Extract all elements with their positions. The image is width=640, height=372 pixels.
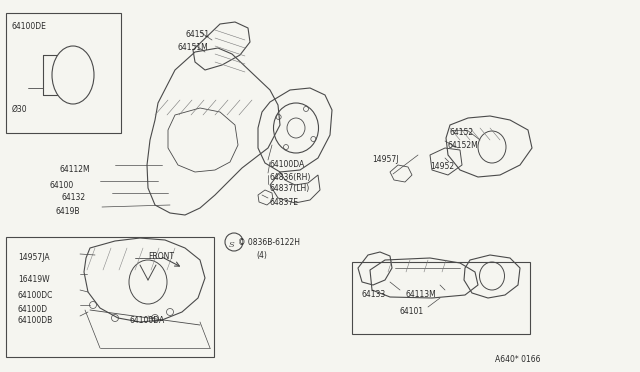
Text: 64837(LH): 64837(LH) <box>270 184 310 193</box>
Text: 64100DA: 64100DA <box>130 316 165 325</box>
Text: 64151M: 64151M <box>178 43 209 52</box>
Text: 64133: 64133 <box>362 290 387 299</box>
Text: 64113M: 64113M <box>406 290 436 299</box>
Text: 64836(RH): 64836(RH) <box>270 173 312 182</box>
Text: FRONT: FRONT <box>148 252 174 261</box>
Text: 14957J: 14957J <box>372 155 399 164</box>
Bar <box>352 262 530 334</box>
Text: S: S <box>229 241 235 249</box>
Text: 64101: 64101 <box>400 307 424 316</box>
Text: © 0836B-6122H: © 0836B-6122H <box>238 238 300 247</box>
Text: 14957JA: 14957JA <box>18 253 50 262</box>
Text: 64152M: 64152M <box>447 141 477 150</box>
Text: 64100DE: 64100DE <box>12 22 47 31</box>
Text: 64100DB: 64100DB <box>18 316 53 325</box>
Text: A640* 0166: A640* 0166 <box>495 355 541 364</box>
Text: 14952: 14952 <box>430 162 454 171</box>
Text: 64100D: 64100D <box>18 305 48 314</box>
Text: 6419B: 6419B <box>55 207 79 216</box>
Text: 64132: 64132 <box>62 193 86 202</box>
Bar <box>6 13 121 133</box>
Text: 16419W: 16419W <box>18 275 50 284</box>
Text: 64100DA: 64100DA <box>270 160 305 169</box>
Bar <box>6 237 214 357</box>
Text: 64112M: 64112M <box>60 165 91 174</box>
Text: Ø30: Ø30 <box>12 105 28 114</box>
Text: 64837E: 64837E <box>270 198 299 207</box>
Text: 64152: 64152 <box>450 128 474 137</box>
Text: (4): (4) <box>256 251 267 260</box>
Text: 64151: 64151 <box>185 30 209 39</box>
Text: 64100: 64100 <box>50 181 74 190</box>
Text: 64100DC: 64100DC <box>18 291 53 300</box>
